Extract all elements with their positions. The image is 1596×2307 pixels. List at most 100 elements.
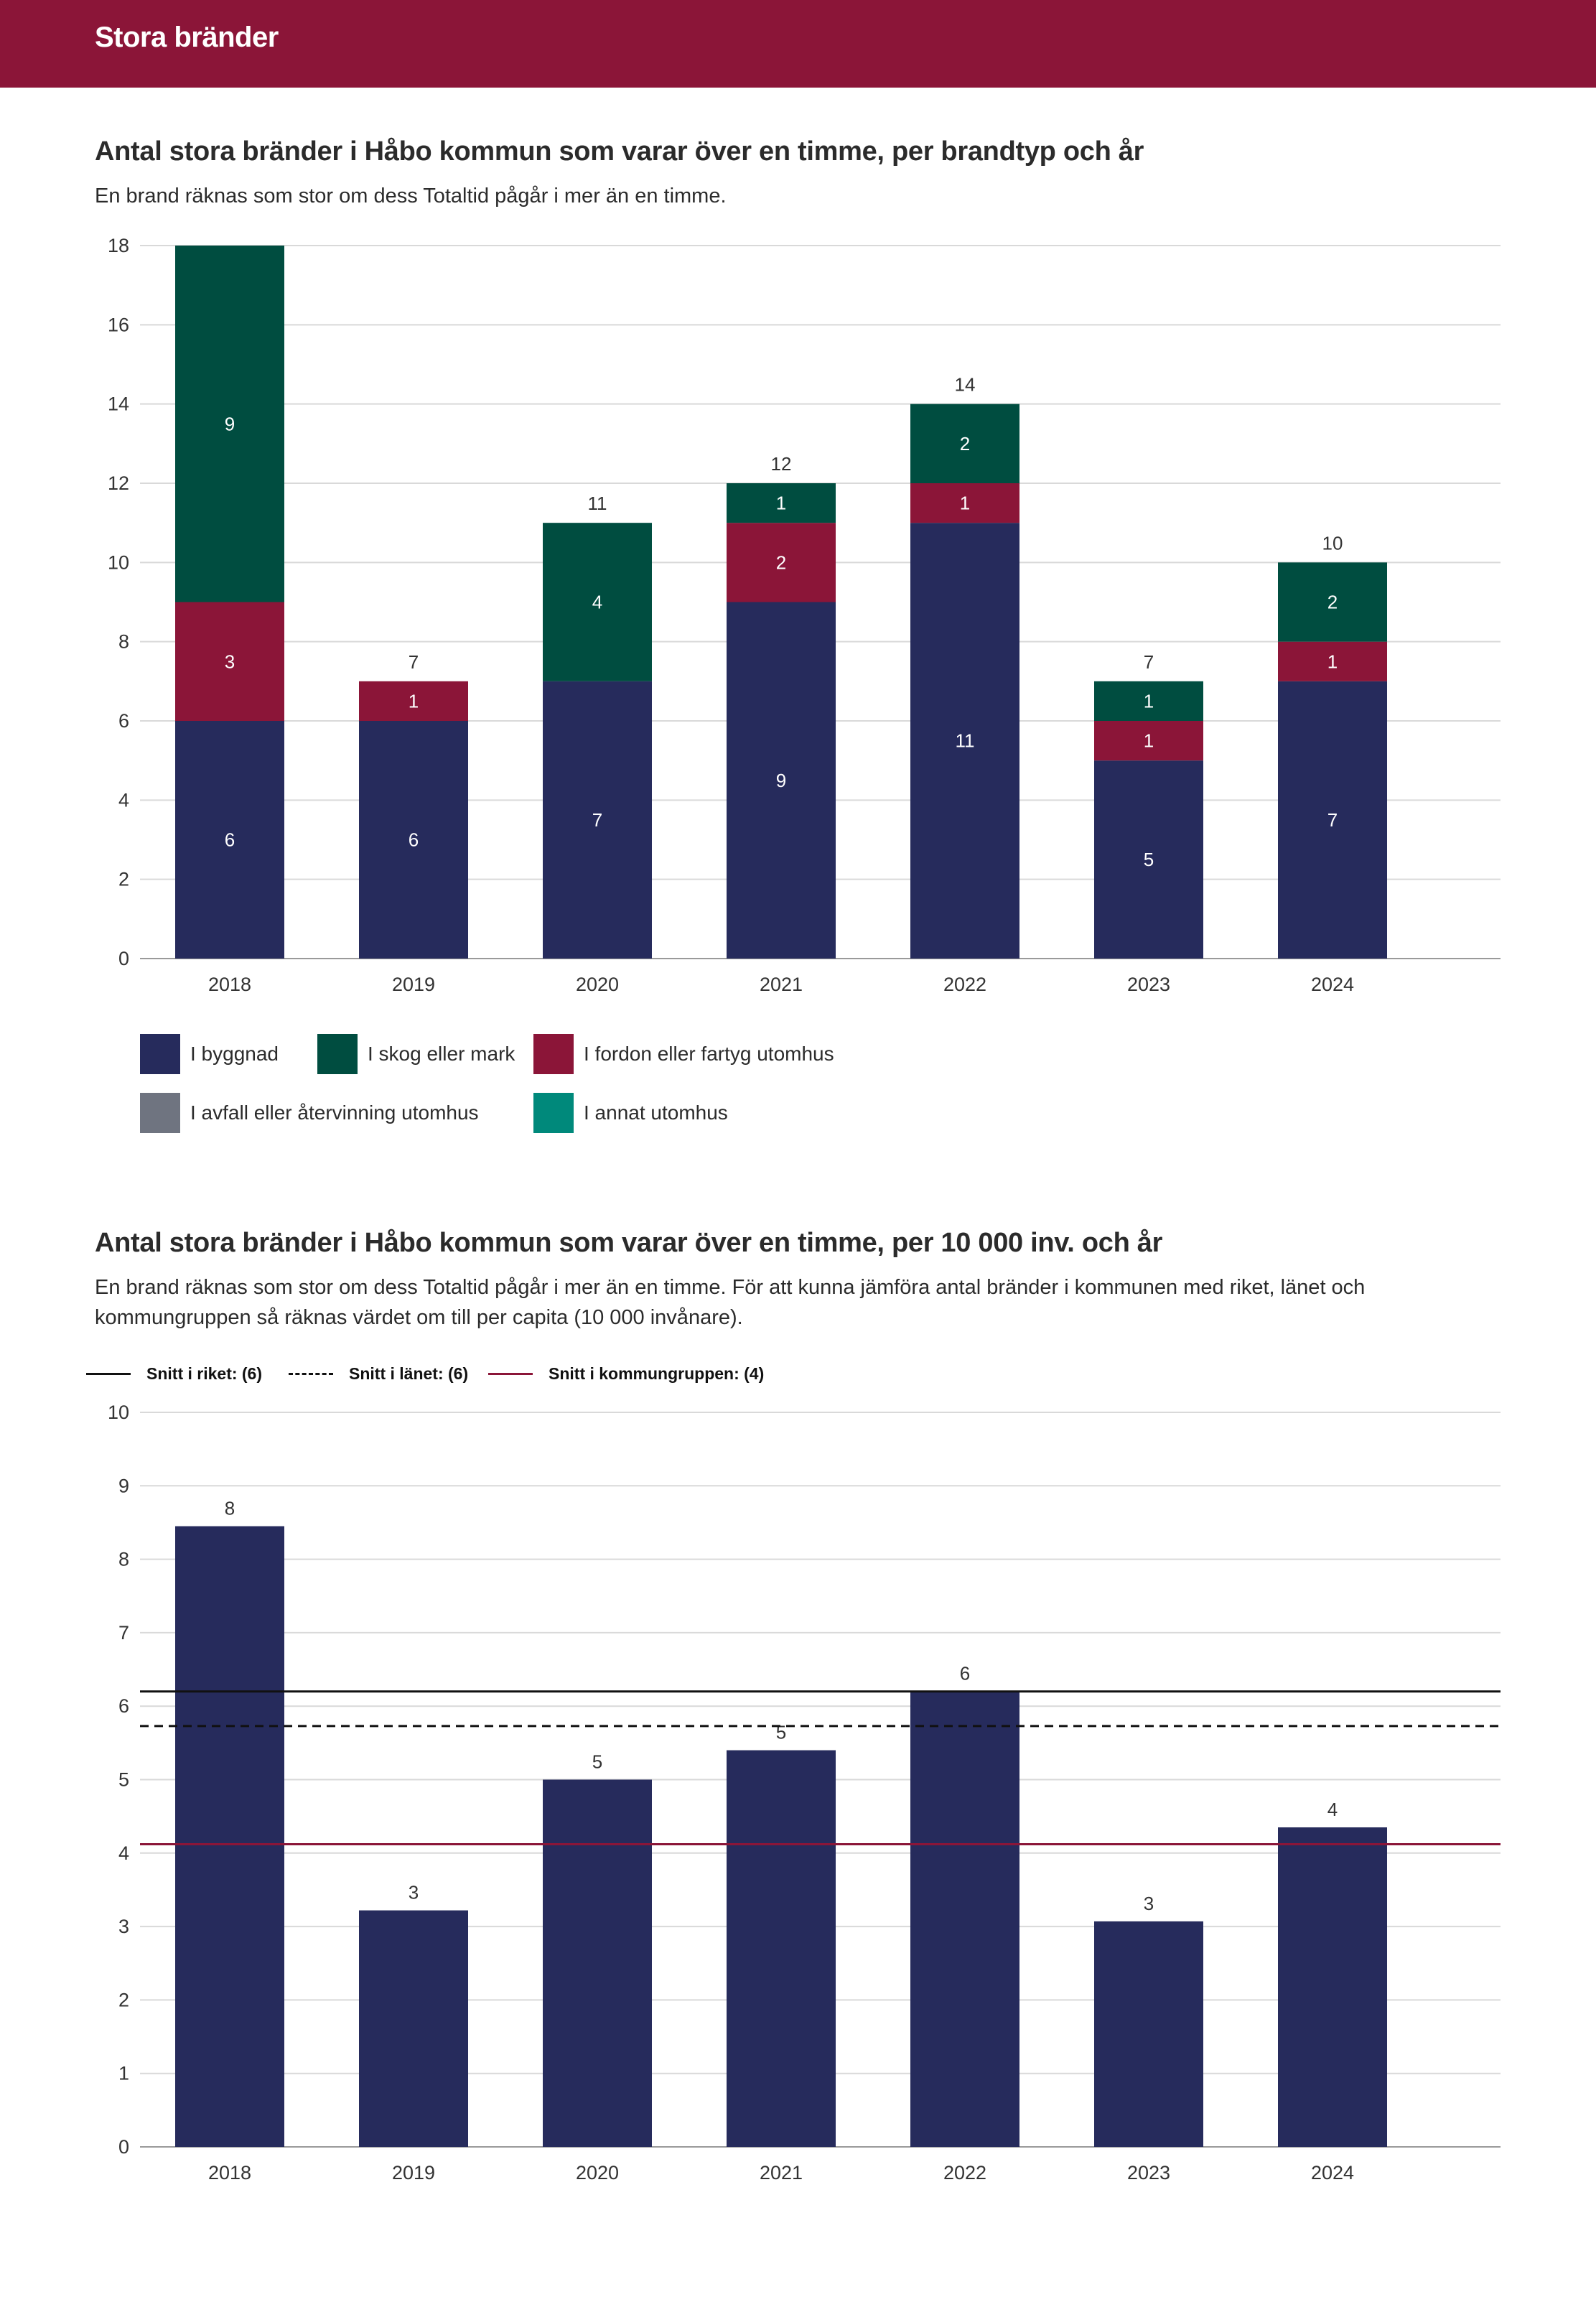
y-tick-label-18: 18 — [108, 235, 129, 256]
bar-segment-2020-0 — [543, 681, 652, 959]
legend-item-fordon: I fordon eller fartyg utomhus — [533, 1034, 834, 1074]
bar-segment-2022-0 — [910, 523, 1019, 959]
bar-segment-2018-0 — [175, 721, 284, 959]
x-tick-label-2021: 2021 — [760, 2162, 803, 2184]
bar-segment-2023-0 — [1094, 760, 1203, 959]
bar-label-2020: 5 — [592, 1751, 602, 1773]
bar-segment-2022-1 — [910, 483, 1019, 523]
bar-2023 — [1094, 1921, 1203, 2147]
bar-segment-2018-2 — [175, 246, 284, 602]
chart1-legend: I byggnad I skog eller mark I fordon ell… — [140, 1034, 1217, 1156]
bar-2018 — [175, 1526, 284, 2147]
legend-label-skog: I skog eller mark — [368, 1043, 515, 1065]
chart2-description: En brand räknas som stor om dess Totalti… — [95, 1276, 1366, 1329]
ref-legend-riket: Snitt i riket: (6) — [86, 1364, 262, 1384]
y-tick-label-0: 0 — [118, 948, 129, 969]
bar-segment-2024-1 — [1278, 641, 1387, 681]
y-tick-label-6: 6 — [118, 1695, 129, 1717]
y-tick-label-16: 16 — [108, 314, 129, 335]
x-tick-label-2020: 2020 — [576, 2162, 619, 2184]
y-tick-label-7: 7 — [118, 1622, 129, 1644]
total-label-2020: 11 — [588, 493, 607, 514]
bar-segment-2020-2 — [543, 523, 652, 681]
x-tick-label-2019: 2019 — [392, 974, 435, 995]
bar-label-2021: 5 — [776, 1722, 786, 1743]
y-tick-label-12: 12 — [108, 472, 129, 494]
y-tick-label-3: 3 — [118, 1916, 129, 1937]
legend-item-annat: I annat utomhus — [533, 1093, 728, 1133]
segment-label-2024-1: 1 — [1327, 651, 1338, 672]
x-tick-label-2023: 2023 — [1127, 974, 1170, 995]
legend-item-byggnad: I byggnad — [140, 1034, 279, 1074]
x-tick-label-2018: 2018 — [208, 2162, 251, 2184]
y-tick-label-8: 8 — [118, 631, 129, 653]
segment-label-2018-1: 3 — [225, 651, 235, 672]
segment-label-2023-1: 1 — [1144, 730, 1154, 752]
bar-segment-2018-1 — [175, 602, 284, 721]
bar-label-2018: 8 — [225, 1498, 235, 1519]
segment-label-2024-0: 7 — [1327, 809, 1338, 831]
chart1-stacked-bar-chart: 0246810121416186392018617201974112020921… — [108, 235, 1501, 995]
legend-item-skog: I skog eller mark — [317, 1034, 515, 1074]
chart1-title: Antal stora bränder i Håbo kommun som va… — [95, 136, 1144, 167]
total-label-2023: 7 — [1144, 651, 1154, 673]
legend-label-avfall: I avfall eller återvinning utomhus — [190, 1101, 479, 1124]
segment-label-2022-0: 11 — [956, 730, 975, 752]
y-tick-label-9: 9 — [118, 1475, 129, 1496]
x-tick-label-2022: 2022 — [943, 2162, 986, 2184]
bar-label-2022: 6 — [960, 1663, 970, 1684]
y-tick-label-8: 8 — [118, 1549, 129, 1570]
bar-label-2019: 3 — [409, 1882, 419, 1903]
segment-label-2021-2: 1 — [776, 493, 786, 514]
x-tick-label-2020: 2020 — [576, 974, 619, 995]
bar-label-2023: 3 — [1144, 1893, 1154, 1914]
segment-label-2023-0: 5 — [1144, 849, 1154, 870]
segment-label-2020-0: 7 — [592, 809, 602, 831]
legend-swatch-fordon — [533, 1034, 574, 1074]
ref-line-riket-swatch — [86, 1373, 131, 1375]
y-tick-label-6: 6 — [118, 710, 129, 732]
legend-swatch-annat — [533, 1093, 574, 1133]
segment-label-2024-2: 2 — [1327, 592, 1338, 613]
y-tick-label-10: 10 — [108, 551, 129, 573]
x-tick-label-2024: 2024 — [1311, 2162, 1354, 2184]
chart2-bar-chart: 0 1 2 3 4 5 6 7 8 9 10 8 2018 3 2019 5 2020 5 2021 6 2022 3 20… — [108, 1402, 1501, 2184]
segment-label-2021-1: 2 — [776, 551, 786, 573]
ref-label-lanet: Snitt i länet: (6) — [349, 1364, 469, 1383]
bar-segment-2019-1 — [359, 681, 468, 721]
y-tick-label-14: 14 — [108, 393, 129, 415]
x-tick-label-2018: 2018 — [208, 974, 251, 995]
legend-swatch-avfall — [140, 1093, 180, 1133]
total-label-2021: 12 — [771, 453, 792, 475]
bar-2024 — [1278, 1827, 1387, 2147]
segment-label-2019-1: 1 — [409, 690, 419, 712]
segment-label-2018-0: 6 — [225, 829, 235, 851]
bar-segment-2022-2 — [910, 404, 1019, 483]
segment-label-2023-2: 1 — [1144, 690, 1154, 712]
segment-label-2021-0: 9 — [776, 770, 786, 791]
y-tick-label-2: 2 — [118, 869, 129, 890]
legend-label-byggnad: I byggnad — [190, 1043, 279, 1065]
x-tick-label-2019: 2019 — [392, 2162, 435, 2184]
legend-swatch-byggnad — [140, 1034, 180, 1074]
y-tick-label-4: 4 — [118, 1842, 129, 1864]
ref-legend-kommungruppen: Snitt i kommungruppen: (4) — [488, 1364, 764, 1384]
total-label-2024: 10 — [1322, 532, 1343, 554]
segment-label-2020-2: 4 — [592, 592, 602, 613]
ref-legend-lanet: Snitt i länet: (6) — [289, 1364, 468, 1384]
legend-item-avfall: I avfall eller återvinning utomhus — [140, 1093, 479, 1133]
x-tick-label-2024: 2024 — [1311, 974, 1354, 995]
bar-2019 — [359, 1910, 468, 2147]
chart2-reference-legend: Snitt i riket: (6) Snitt i länet: (6) Sn… — [86, 1364, 1450, 1393]
y-tick-label-4: 4 — [118, 789, 129, 811]
bar-segment-2021-1 — [727, 523, 836, 602]
ref-label-kommungruppen: Snitt i kommungruppen: (4) — [549, 1364, 765, 1383]
bar-segment-2024-2 — [1278, 562, 1387, 642]
bar-segment-2021-0 — [727, 602, 836, 959]
bar-segment-2023-2 — [1094, 681, 1203, 721]
y-tick-label-2: 2 — [118, 1989, 129, 2010]
bar-segment-2024-0 — [1278, 681, 1387, 959]
chart1-description: En brand räknas som stor om dess Totalti… — [95, 185, 727, 208]
segment-label-2022-1: 1 — [960, 493, 970, 514]
x-tick-label-2023: 2023 — [1127, 2162, 1170, 2184]
